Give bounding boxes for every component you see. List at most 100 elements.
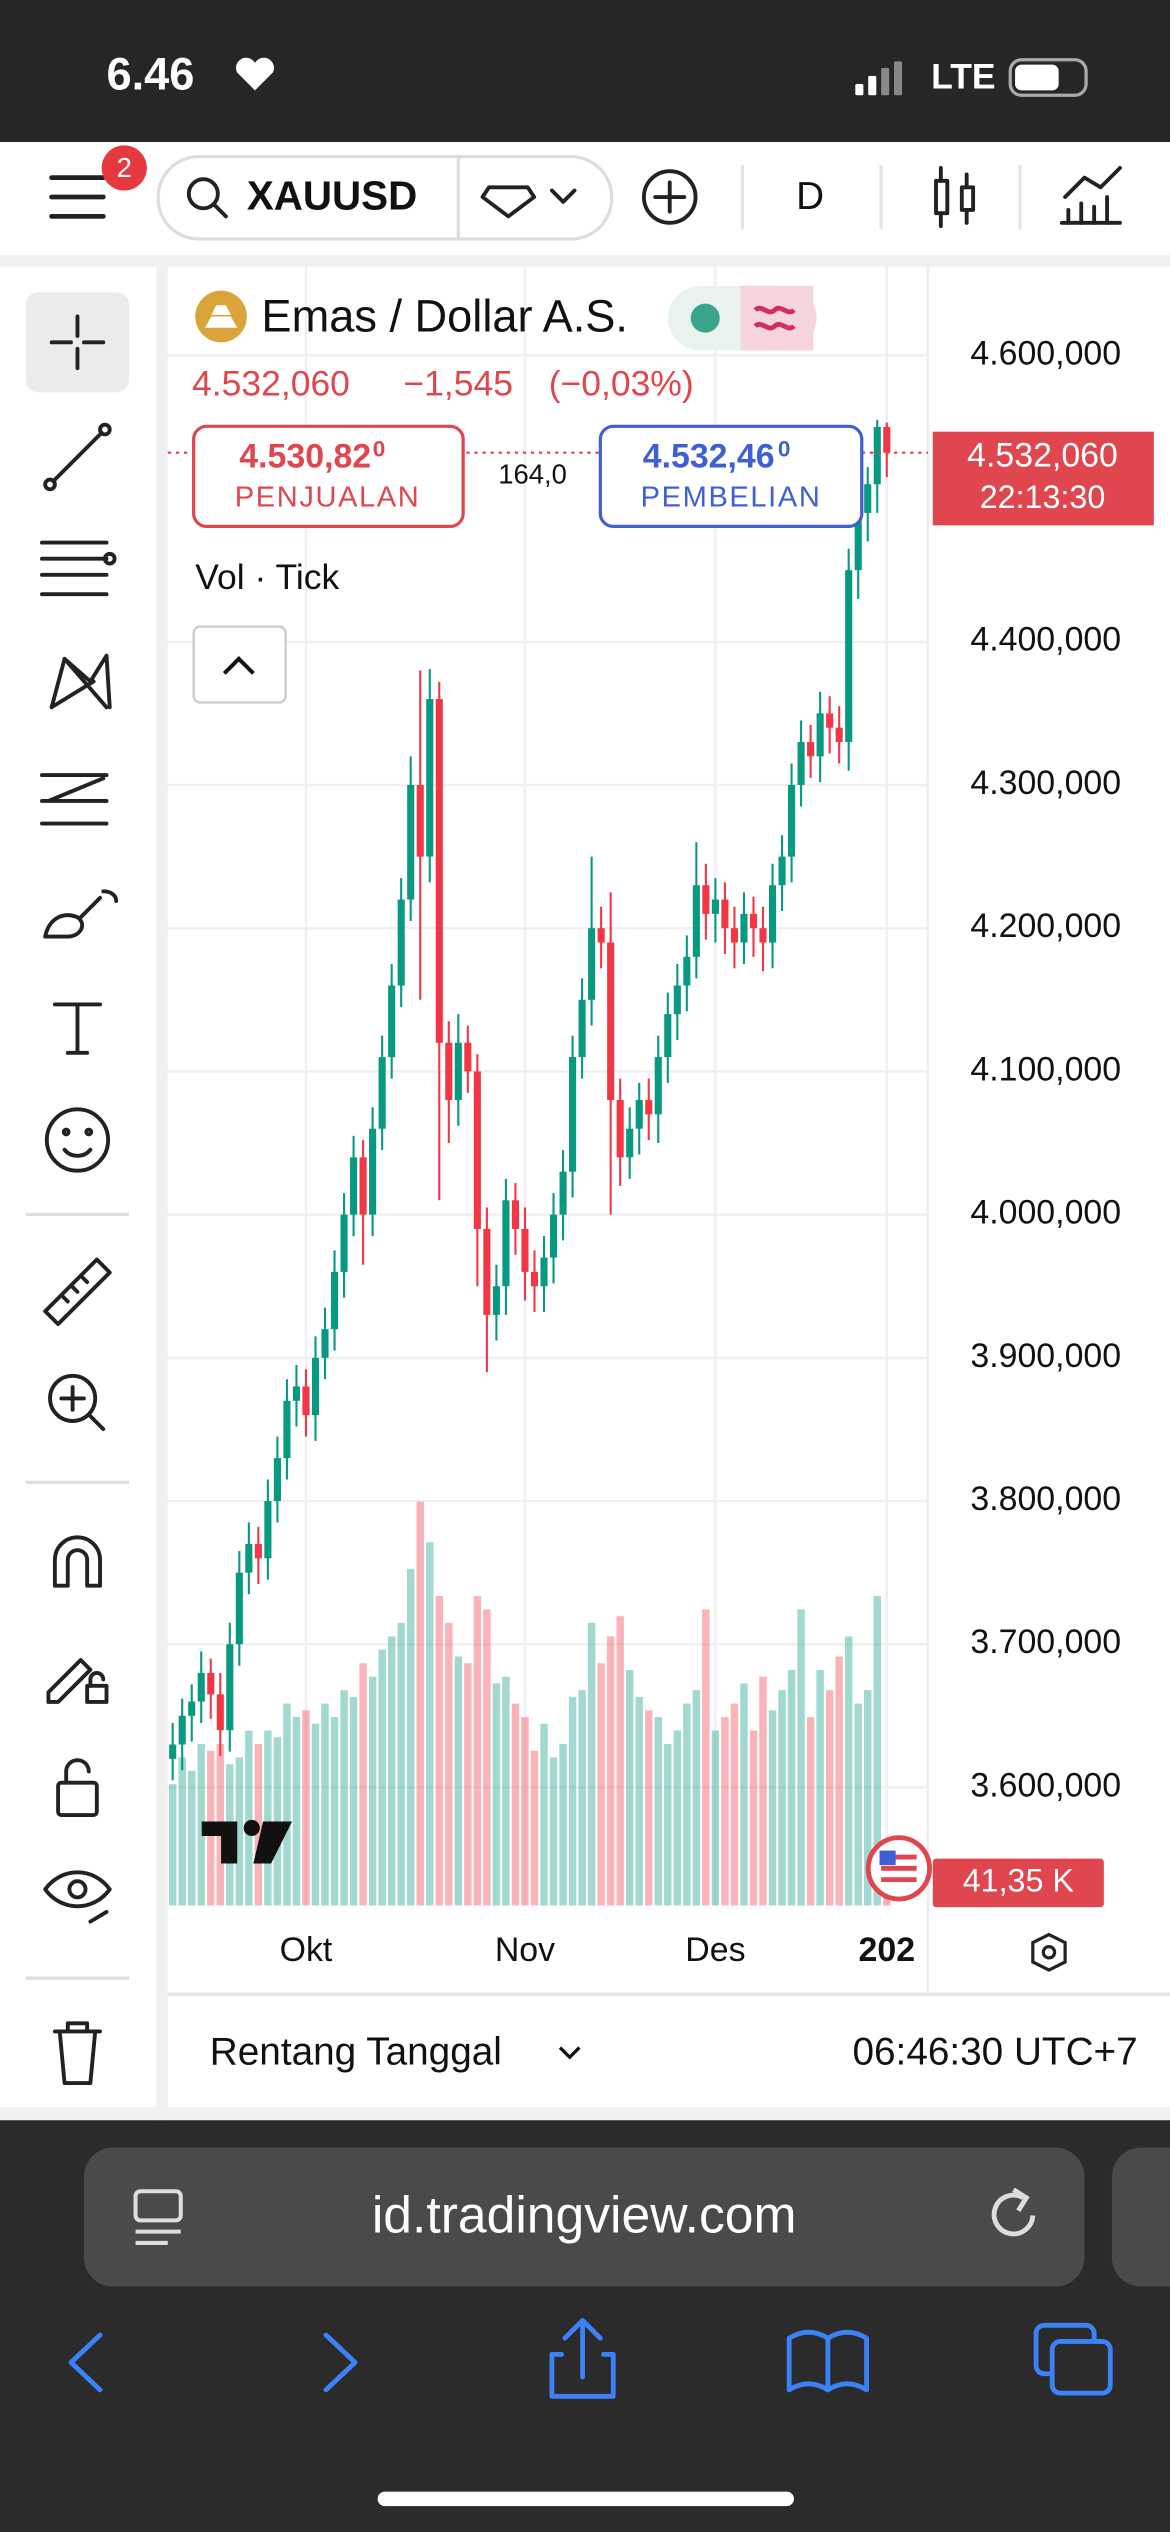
volume-bar xyxy=(559,1743,567,1906)
candle-body xyxy=(435,699,443,1043)
address-bar[interactable] xyxy=(83,2147,1085,2287)
candle-body xyxy=(426,699,434,857)
reader-icon[interactable] xyxy=(133,2189,183,2245)
trendline-tool[interactable] xyxy=(43,422,112,492)
buy-button[interactable] xyxy=(598,424,864,529)
candle-body xyxy=(692,885,700,957)
volume-bar xyxy=(435,1595,443,1906)
buy-price[interactable]: 4.532,46 xyxy=(643,438,775,476)
chart-type-button[interactable] xyxy=(934,166,976,229)
sell-price[interactable]: 4.530,82 xyxy=(239,438,371,476)
buy-price-suffix[interactable]: 0 xyxy=(778,436,791,461)
indicator-legend: Vol · Tick xyxy=(195,557,339,597)
emoji-tool[interactable] xyxy=(44,1107,111,1173)
candle-body xyxy=(854,512,862,571)
separator xyxy=(0,2107,1170,2121)
forward-button[interactable] xyxy=(323,2332,358,2393)
brush-tool[interactable] xyxy=(43,889,119,939)
bookmarks-button[interactable] xyxy=(786,2329,870,2393)
pattern-tool[interactable] xyxy=(49,653,112,710)
interval[interactable]: D xyxy=(796,175,824,218)
tabs-button[interactable] xyxy=(1033,2322,1113,2396)
projection-tool[interactable] xyxy=(40,773,109,826)
candle-body xyxy=(578,999,586,1058)
delete-tool[interactable] xyxy=(52,2021,102,2086)
candle-body xyxy=(768,885,777,943)
diamond-icon[interactable] xyxy=(480,185,577,219)
y-tick-label: 4.000,000 xyxy=(970,1194,1121,1232)
volume-bar xyxy=(654,1717,662,1906)
candle-body xyxy=(873,426,881,485)
signal-icon xyxy=(855,61,903,96)
volume-bar xyxy=(245,1730,253,1906)
share-button[interactable] xyxy=(549,2318,616,2399)
measure-tool[interactable] xyxy=(43,1257,112,1327)
candle-body xyxy=(597,928,605,943)
home-indicator xyxy=(377,2491,794,2507)
volume-bar xyxy=(797,1609,805,1906)
chart-area xyxy=(167,266,1170,1995)
menu-button[interactable] xyxy=(49,175,106,219)
magnet-tool[interactable] xyxy=(52,1535,102,1588)
candle-body xyxy=(683,956,691,986)
candle-body xyxy=(654,1057,662,1115)
indicators-button[interactable] xyxy=(1059,166,1122,225)
candle-body xyxy=(407,784,415,900)
reload-icon[interactable] xyxy=(991,2187,1036,2237)
hide-tool[interactable] xyxy=(43,1870,112,1924)
sell-price-suffix[interactable]: 0 xyxy=(373,436,386,461)
candle-body xyxy=(492,1286,500,1315)
back-button[interactable] xyxy=(68,2332,103,2393)
volume-bar xyxy=(540,1723,548,1906)
clock-timezone[interactable]: 06:46:30 UTC+7 xyxy=(853,2030,1138,2073)
candle-body xyxy=(302,1386,310,1416)
candle-body xyxy=(569,1057,577,1172)
x-tick-label: 202 xyxy=(859,1931,916,1969)
fib-tool[interactable] xyxy=(40,540,117,597)
search-icon xyxy=(186,177,228,219)
sell-label[interactable]: PENJUALAN xyxy=(235,482,421,514)
volume-bar xyxy=(311,1723,320,1906)
crosshair-tool[interactable] xyxy=(49,314,106,371)
candle-body xyxy=(254,1544,262,1559)
text-tool[interactable] xyxy=(52,1002,102,1055)
crosshair-selected[interactable] xyxy=(25,292,130,393)
gold-bars xyxy=(204,305,238,328)
candle-body xyxy=(759,928,767,943)
zoom-tool[interactable] xyxy=(48,1373,106,1432)
lock-tool[interactable] xyxy=(56,1758,99,1817)
candle-body xyxy=(416,784,424,857)
volume-bar xyxy=(359,1663,367,1906)
settings-icon[interactable] xyxy=(1031,1932,1067,1972)
y-tick-label: 3.900,000 xyxy=(970,1337,1121,1375)
candle-body xyxy=(350,1157,358,1215)
symbol[interactable]: XAUUSD xyxy=(247,172,417,218)
date-range[interactable]: Rentang Tanggal xyxy=(210,2030,502,2073)
volume-bar xyxy=(368,1676,377,1906)
candle-body xyxy=(797,742,805,785)
lock-drawings-tool[interactable] xyxy=(46,1658,109,1704)
buy-label[interactable]: PEMBELIAN xyxy=(641,482,822,514)
volume-bar xyxy=(416,1501,424,1906)
candle-body xyxy=(540,1257,548,1287)
add-button[interactable] xyxy=(641,169,698,225)
volume-bar xyxy=(340,1690,348,1906)
url[interactable]: id.tradingview.com xyxy=(372,2185,797,2243)
volume-bar xyxy=(454,1656,463,1906)
collapse-legend[interactable] xyxy=(192,625,287,704)
sell-button[interactable] xyxy=(192,424,465,529)
candle-body xyxy=(559,1171,567,1215)
symbol-search[interactable] xyxy=(156,155,614,241)
volume-bar xyxy=(521,1717,529,1906)
candle-body xyxy=(216,1694,224,1731)
volume-bar xyxy=(321,1703,329,1906)
candle-body xyxy=(445,1042,453,1101)
network: LTE xyxy=(931,56,995,96)
volume-bar xyxy=(587,1622,596,1906)
candle-body xyxy=(188,1701,196,1716)
candle-body xyxy=(664,1014,672,1058)
volume-bar xyxy=(816,1669,824,1906)
volume-bar xyxy=(749,1730,758,1906)
volume-bar xyxy=(349,1696,358,1906)
candle-body xyxy=(807,742,815,757)
